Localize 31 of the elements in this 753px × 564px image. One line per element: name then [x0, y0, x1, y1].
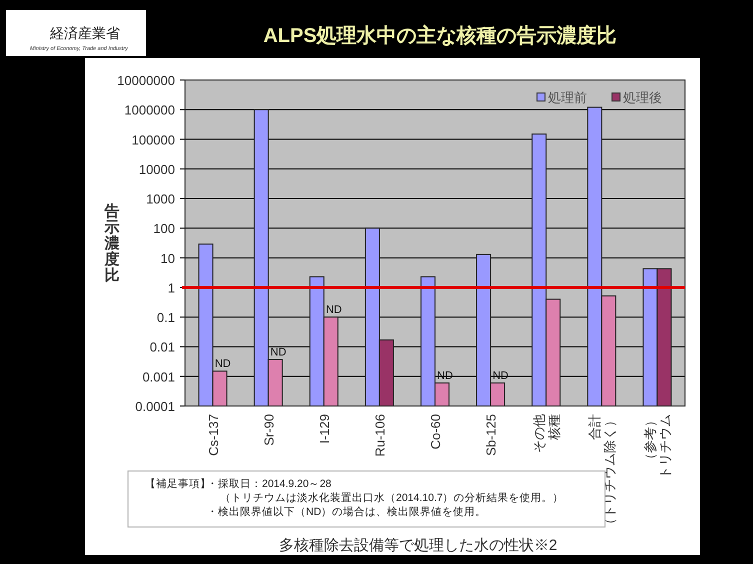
x-tick-label: Co-60	[428, 414, 443, 450]
x-tick-label: Ru-106	[372, 414, 388, 457]
text: 経済産業省	[49, 25, 120, 41]
y-tick-label: 100000	[132, 132, 175, 148]
y-tick-label: 1000	[146, 192, 175, 207]
y-tick-label: 10000000	[117, 73, 175, 88]
x-tick-label: Cs-137	[206, 414, 221, 456]
x-tick-label: I-129	[316, 414, 332, 444]
x-tick-label: その他核種	[532, 414, 562, 453]
y-tick-label: 1	[168, 280, 175, 296]
data-label: ND	[326, 304, 342, 316]
y-tick-label: 0.0001	[135, 399, 175, 414]
chart-title: ALPS処理水中の主な核種の告示濃度比	[263, 24, 617, 47]
y-tick-label: 10000	[138, 162, 175, 177]
y-tick-label: 0.01	[150, 340, 175, 355]
y-tick-label: 100	[153, 221, 175, 236]
legend-label: 処理後	[623, 90, 662, 105]
x-tick-label: （参考）トリチウム	[642, 414, 673, 479]
data-label: ND	[214, 358, 231, 370]
y-tick-label: 10	[160, 250, 175, 266]
data-label: ND	[270, 346, 286, 359]
text: 多核種除去設備等で処理した水の性状※2	[278, 537, 558, 554]
y-tick-label: 1000000	[124, 102, 175, 118]
x-tick-label: Sb-125	[484, 414, 499, 456]
x-tick-label: Sr-90	[261, 414, 276, 446]
text: （トリチウムは淡水化装置出口水（2014.10.7）の分析結果を使用。）	[220, 491, 564, 504]
y-tick-label: 0.001	[142, 369, 175, 384]
y-axis-title: 告示濃度比	[104, 203, 120, 284]
y-tick-label: 0.1	[156, 310, 175, 326]
text: ・検出限界値以下（ND）の場合は、検出限界値を使用。	[207, 505, 486, 518]
legend-label: 処理前	[548, 90, 587, 105]
